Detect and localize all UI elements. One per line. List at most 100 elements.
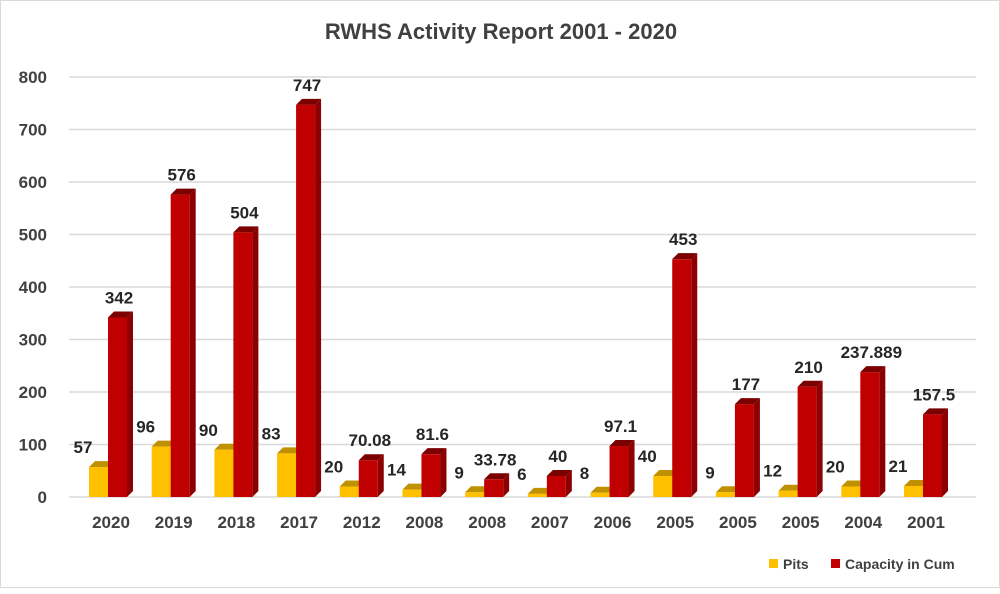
bar-capacity [672,259,692,497]
data-label: 576 [168,166,196,185]
bar-top [214,443,240,450]
bar-side [189,188,196,497]
bar-side [942,408,948,497]
bar-side [753,398,760,497]
bar-pits [715,492,735,497]
y-tick-label: 800 [19,68,47,87]
x-tick-label: 2008 [406,513,444,532]
bar-side [127,311,133,497]
bar-top [590,486,616,493]
data-label: 237.889 [841,343,902,362]
x-tick-label: 2005 [656,513,694,532]
legend-label: Pits [783,556,809,572]
data-label: 90 [199,421,218,440]
bar-top [653,470,679,476]
data-label: 83 [262,424,281,443]
bar-top [89,461,114,468]
bar-top [923,408,948,415]
data-label: 40 [548,447,567,466]
data-label: 453 [669,230,697,249]
data-label: 70.08 [348,431,391,450]
bar-pits [841,486,861,497]
bar-side [879,366,886,497]
y-tick-label: 200 [19,383,47,402]
legend-swatch [769,559,778,568]
bar-top [527,487,553,494]
legend: Pits Capacity in Cum [769,556,955,572]
bar-pits [277,453,297,497]
bar-side [377,454,384,497]
data-label: 20 [826,458,845,477]
y-tick-label: 300 [19,331,47,350]
bar-pits [778,490,798,497]
data-label: 6 [517,465,526,484]
bar-capacity [421,454,441,497]
bar-side [440,448,447,497]
bar-side [691,253,698,497]
bar-pits [527,493,547,497]
bar-side [315,98,322,497]
bar-top [797,380,823,387]
bar-side [565,470,572,497]
bar-capacity [546,476,566,497]
bar-top [421,448,447,455]
bar-top [778,484,804,491]
bar-top [465,486,491,493]
bar-side [503,473,510,497]
bar-top [904,479,929,486]
x-tick-label: 2004 [844,513,882,532]
legend-swatch [831,559,840,568]
bar-pits [89,467,108,497]
data-label: 14 [387,461,406,480]
x-tick-label: 2012 [343,513,381,532]
data-label: 177 [732,375,760,394]
data-label: 12 [763,462,782,481]
x-tick-label: 2019 [155,513,193,532]
bar-pits [214,449,234,497]
bar-top [170,188,196,195]
x-tick-label: 2007 [531,513,569,532]
x-tick-label: 2018 [217,513,255,532]
x-tick-label: 2008 [468,513,506,532]
bar-top [484,473,510,480]
bar-capacity [484,479,504,497]
bar-capacity [108,317,127,497]
y-tick-label: 400 [19,278,47,297]
bar-capacity [358,460,378,497]
bar-top [233,226,259,233]
data-label: 33.78 [474,450,517,469]
data-label: 210 [794,358,822,377]
bar-capacity [923,414,942,497]
y-tick-label: 700 [19,121,47,140]
bar-top [339,480,365,487]
bar-capacity [860,372,880,497]
bar-top [151,440,177,447]
bar-top [715,486,741,493]
bar-top [108,311,133,318]
bar-capacity [797,386,817,497]
bar-top [277,447,303,454]
bar-side [628,440,635,497]
bar-top [296,98,322,105]
x-tick-label: 2017 [280,513,318,532]
data-label: 9 [705,463,714,482]
data-label: 81.6 [416,425,449,444]
x-tick-label: 2005 [782,513,820,532]
bar-pits [402,489,422,497]
bar-capacity [609,446,629,497]
bar-top [402,483,428,490]
bar-pits [653,476,673,497]
bar-top [358,454,384,461]
data-label: 96 [136,418,155,437]
x-tick-label: 2001 [907,513,945,532]
bar-capacity [170,194,190,497]
y-tick-label: 500 [19,226,47,245]
data-label: 21 [889,457,908,476]
bar-top [672,253,698,260]
bar-side [816,380,823,497]
x-tick-label: 2020 [92,513,130,532]
bar-top [734,398,760,405]
bar-top [841,480,867,487]
